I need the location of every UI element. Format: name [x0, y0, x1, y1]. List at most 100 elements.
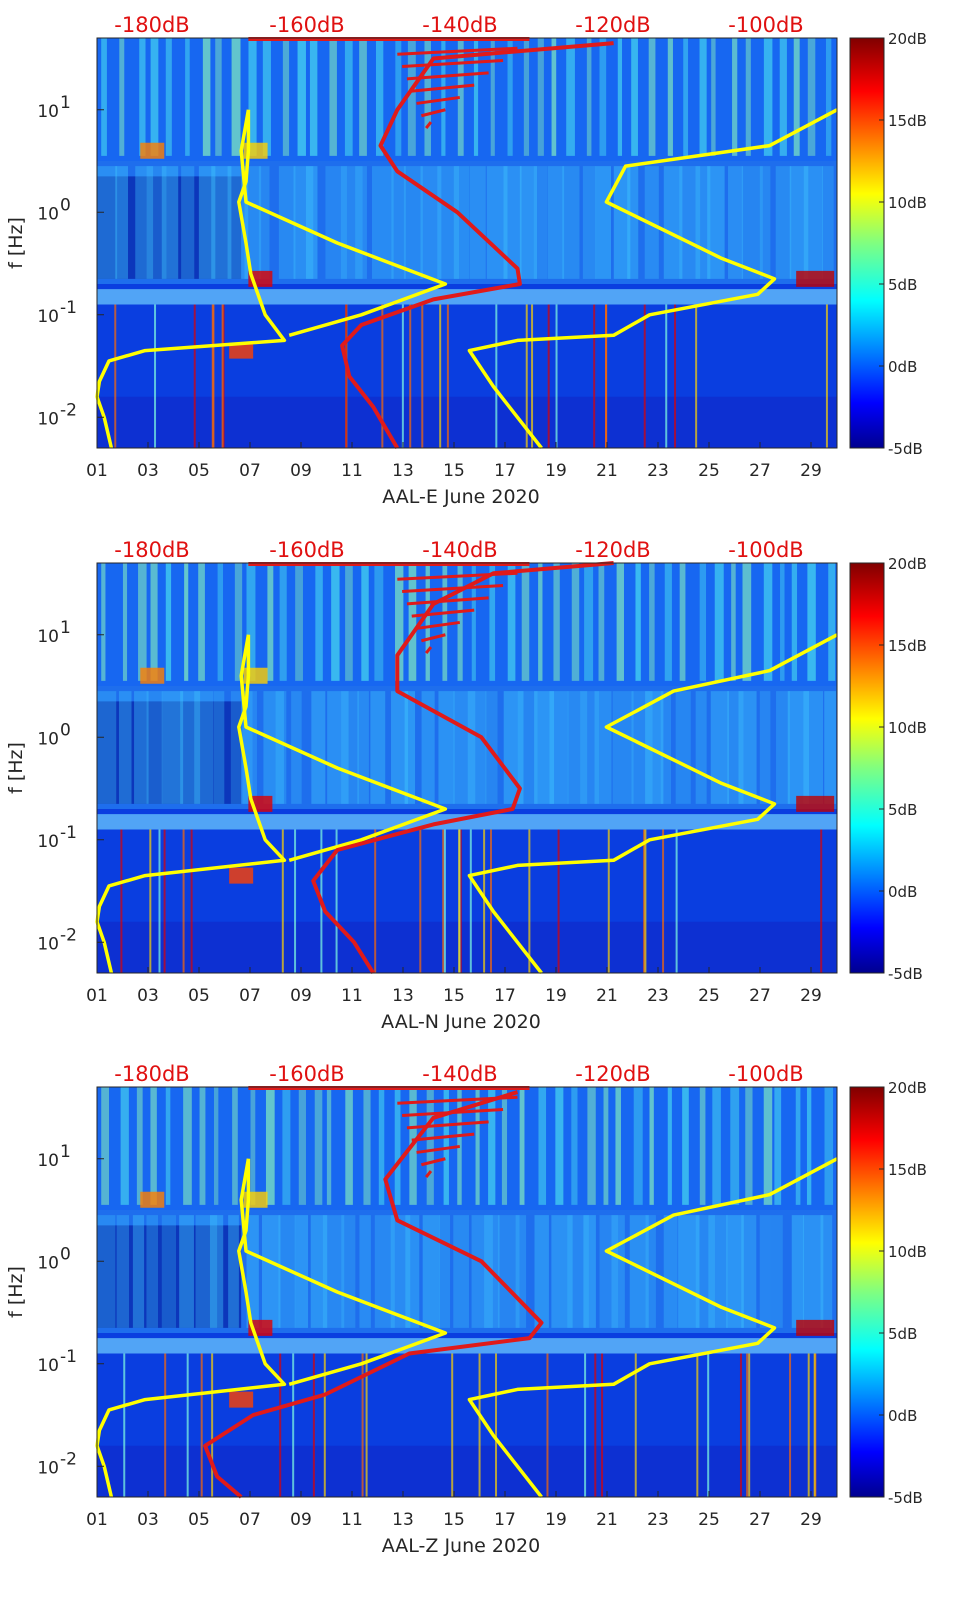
x-axis-title: AAL-N June 2020: [381, 1011, 541, 1033]
daily-noise-plume: [708, 1215, 728, 1328]
x-tick-label: 03: [137, 986, 159, 1006]
daily-noise-stripe: [363, 1087, 371, 1205]
x-tick-label: 21: [596, 986, 618, 1006]
y-tick-exponent: 1: [60, 1142, 71, 1162]
daily-noise-plume: [310, 1215, 328, 1328]
daily-noise-plume: [583, 1215, 596, 1328]
y-tick-exponent: 1: [60, 618, 71, 638]
x-tick-label: 09: [290, 461, 312, 481]
daily-noise-stripe: [682, 1087, 689, 1205]
colorbar-tick-label: -5dB: [888, 1489, 923, 1507]
colorbar-tick-label: 15dB: [888, 112, 927, 130]
transient-spike: [193, 304, 196, 448]
red-noise-comb: [420, 108, 446, 118]
daily-noise-plume: [294, 1215, 309, 1328]
y-tick-label: 10: [37, 627, 59, 647]
spectrogram-quiet-patch: [97, 176, 242, 279]
daily-noise-plume: [728, 166, 744, 279]
daily-noise-stripe: [795, 1087, 801, 1205]
daily-noise-plume: [567, 1215, 589, 1328]
daily-noise-plume: [390, 1215, 411, 1328]
daily-noise-plume: [820, 1215, 833, 1328]
daily-noise-stripe: [265, 1087, 275, 1205]
daily-noise-plume: [146, 1215, 159, 1328]
transient-spike: [114, 304, 117, 448]
yellow-noise-model-mid: [239, 634, 448, 862]
spectrogram-band-high: [97, 563, 837, 686]
top-db-label: -140dB: [422, 1062, 497, 1086]
daily-noise-stripe: [136, 1087, 143, 1205]
x-tick-label: 27: [749, 461, 771, 481]
transient-spike: [374, 829, 377, 973]
transient-spike: [335, 829, 338, 973]
daily-noise-stripe: [279, 563, 287, 681]
daily-noise-stripe: [442, 563, 448, 681]
daily-noise-stripe: [807, 38, 816, 156]
daily-noise-stripe: [507, 38, 513, 156]
top-db-label: -120dB: [575, 1062, 650, 1086]
transient-spike: [634, 1353, 637, 1497]
x-tick-label: 17: [494, 1510, 516, 1530]
daily-noise-stripe: [538, 563, 543, 681]
daily-noise-plume: [726, 1215, 744, 1328]
daily-noise-plume: [497, 1215, 520, 1328]
y-tick-label: 10: [37, 934, 59, 954]
daily-noise-plume: [562, 166, 580, 279]
daily-noise-plume: [305, 166, 318, 279]
daily-noise-plume: [612, 691, 634, 804]
daily-noise-stripe: [213, 1087, 219, 1205]
daily-noise-stripe: [730, 1087, 740, 1205]
daily-noise-plume: [582, 166, 597, 279]
daily-noise-plume: [803, 691, 824, 804]
daily-noise-plume: [341, 691, 359, 804]
daily-noise-plume: [228, 1215, 239, 1328]
colorbar: [849, 562, 885, 974]
red-noise-comb: [397, 1095, 518, 1105]
x-tick-label: 13: [392, 1510, 414, 1530]
daily-noise-stripe: [375, 38, 384, 156]
daily-noise-plume: [422, 1215, 440, 1328]
daily-noise-stripe: [407, 38, 416, 156]
x-tick-label: 19: [545, 1510, 567, 1530]
daily-noise-stripe: [598, 563, 605, 681]
daily-noise-plume: [359, 1215, 371, 1328]
energy-hotspot: [229, 1391, 254, 1408]
transient-spike: [292, 1353, 295, 1497]
daily-noise-plume: [357, 691, 369, 804]
daily-noise-stripe: [329, 38, 337, 156]
daily-noise-plume: [738, 691, 757, 804]
daily-noise-plume: [775, 166, 792, 279]
red-noise-comb: [406, 1120, 489, 1130]
daily-noise-stripe: [361, 563, 369, 681]
transient-spike: [674, 304, 677, 448]
daily-noise-plume: [97, 166, 118, 279]
transient-spike: [365, 1353, 368, 1497]
red-noise-comb: [420, 1157, 446, 1167]
daily-noise-plume: [404, 691, 416, 804]
daily-noise-plume: [116, 1215, 130, 1328]
transient-spike: [675, 829, 678, 973]
x-tick-label: 01: [86, 1510, 108, 1530]
colorbar-tick-label: 10dB: [888, 1243, 927, 1261]
red-noise-comb: [424, 121, 433, 129]
daily-noise-stripe: [679, 563, 686, 681]
transient-spike: [746, 1353, 749, 1497]
daily-noise-stripe: [232, 1087, 238, 1205]
spectrogram-band-low: [97, 1445, 837, 1497]
daily-noise-plume: [549, 691, 569, 804]
daily-noise-plume: [678, 1215, 700, 1328]
daily-noise-stripe: [763, 563, 773, 681]
daily-noise-plume: [695, 1215, 715, 1328]
colorbar-tick-label: -5dB: [888, 965, 923, 983]
daily-noise-plume: [146, 691, 163, 804]
transient-spike: [149, 829, 152, 973]
red-noise-comb: [420, 633, 446, 643]
top-db-label: -180dB: [114, 538, 189, 562]
daily-noise-stripe: [408, 563, 417, 681]
x-tick-label: 25: [698, 1510, 720, 1530]
daily-noise-stripe: [631, 38, 638, 156]
yellow-noise-model-right: [467, 633, 838, 975]
colorbar: [849, 1086, 885, 1498]
daily-noise-plume: [789, 166, 809, 279]
